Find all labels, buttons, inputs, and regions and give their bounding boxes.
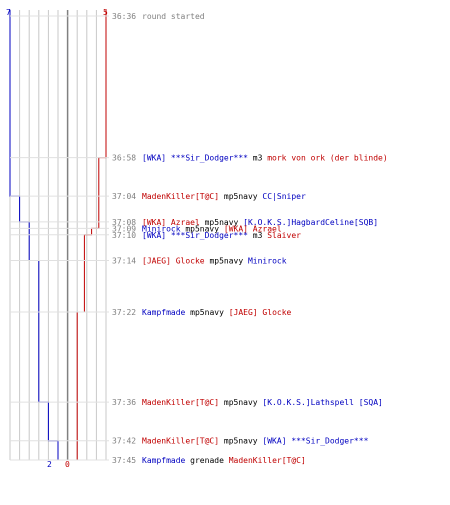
event-text-part: MadenKiller[T@C] (142, 192, 219, 201)
red-end-count: 0 (65, 460, 70, 469)
event-row: 37:08 [WKA] Azrael mp5navy [K.O.K.S.]Hagb… (10, 218, 378, 227)
event-text: [WKA] ***Sir_Dodger*** m3 Slaiver (142, 231, 301, 240)
event-text: MadenKiller[T@C] mp5navy CC|Sniper (142, 192, 306, 201)
event-text: [JAEG] Glocke mp5navy Minirock (142, 257, 287, 266)
event-text: round started (142, 12, 205, 21)
event-row: 37:22 Kampfmade mp5navy [JAEG] Glocke (10, 308, 292, 317)
blue-start-count: 7 (6, 8, 11, 17)
event-text-part: mp5navy (205, 257, 248, 266)
event-text-part: mp5navy (181, 224, 224, 233)
event-time: 37:08 (112, 218, 136, 227)
event-text: [WKA] Azrael mp5navy [K.O.K.S.]HagbardCe… (142, 218, 378, 227)
event-row: 37:45 Kampfmade grenade MadenKiller[T@C] (10, 456, 306, 465)
event-text-part: grenade (185, 456, 228, 465)
event-text-part: MadenKiller[T@C] (142, 398, 219, 407)
event-row: 37:04 MadenKiller[T@C] mp5navy CC|Sniper (10, 192, 306, 201)
event-text-part: [WKA] Azrael (224, 224, 282, 233)
event-time: 37:04 (112, 192, 136, 201)
event-text-part: mp5navy (219, 192, 262, 201)
event-text-part: [JAEG] Glocke (229, 308, 292, 317)
event-time: 37:22 (112, 308, 136, 317)
event-text-part: [WKA] ***Sir_Dodger*** (262, 437, 368, 446)
event-text-part: m3 (248, 154, 267, 163)
event-text-part: [WKA] Azrael (142, 218, 200, 227)
event-text-part: [WKA] ***Sir_Dodger*** (142, 154, 248, 163)
event-text: Kampfmade grenade MadenKiller[T@C] (142, 456, 306, 465)
event-row: 37:10 [WKA] ***Sir_Dodger*** m3 Slaiver (10, 231, 301, 240)
event-text-part: mp5navy (219, 398, 262, 407)
event-text: MadenKiller[T@C] mp5navy [K.O.K.S.]Laths… (142, 398, 383, 407)
red-start-count: 5 (103, 8, 108, 17)
event-text-part: Slaiver (267, 231, 301, 240)
event-time: 37:45 (112, 456, 136, 465)
event-time: 36:58 (112, 154, 136, 163)
event-text: Kampfmade mp5navy [JAEG] Glocke (142, 308, 292, 317)
event-text-part: Minirock (248, 257, 287, 266)
event-text-part: [JAEG] Glocke (142, 257, 205, 266)
event-text-part: Kampfmade (142, 308, 186, 317)
event-row: 37:36 MadenKiller[T@C] mp5navy [K.O.K.S.]… (10, 398, 383, 407)
event-text-part: MadenKiller[T@C] (142, 437, 219, 446)
event-text-part: mp5navy (185, 308, 228, 317)
blue-end-count: 2 (47, 460, 52, 469)
event-row: 36:58 [WKA] ***Sir_Dodger*** m3 mork von … (10, 154, 388, 163)
event-text: [WKA] ***Sir_Dodger*** m3 mork von ork (… (142, 154, 388, 163)
event-labels: 36:36 round started 36:58 [WKA] ***Sir_Dodg… (10, 12, 388, 465)
event-text-part: mp5navy (200, 218, 243, 227)
event-text: MadenKiller[T@C] mp5navy [WKA] ***Sir_Do… (142, 437, 369, 446)
event-row: 37:09 Minirock mp5navy [WKA] Azrael (10, 224, 282, 233)
event-text-part: MadenKiller[T@C] (229, 456, 306, 465)
event-row: 37:42 MadenKiller[T@C] mp5navy [WKA] ***S… (10, 437, 369, 446)
event-text-part: [WKA] ***Sir_Dodger*** (142, 231, 248, 240)
event-text-part: round started (142, 12, 205, 21)
event-text-part: CC|Sniper (262, 192, 306, 201)
event-text-part: Minirock (142, 224, 181, 233)
event-text: Minirock mp5navy [WKA] Azrael (142, 224, 282, 233)
event-text-part: mp5navy (219, 437, 262, 446)
event-time: 37:36 (112, 398, 136, 407)
event-time: 37:14 (112, 257, 136, 266)
event-text-part: m3 (248, 231, 267, 240)
event-time: 37:10 (112, 231, 136, 240)
event-time: 37:09 (112, 224, 136, 233)
event-text-part: [K.O.K.S.]HagbardCeline[SQB] (243, 218, 378, 227)
event-row: 36:36 round started (10, 12, 205, 21)
event-time: 36:36 (112, 12, 136, 21)
event-text-part: [K.O.K.S.]Lathspell [SQA] (262, 398, 382, 407)
event-text-part: Kampfmade (142, 456, 186, 465)
event-row: 37:14 [JAEG] Glocke mp5navy Minirock (10, 257, 287, 266)
event-text-part: mork von ork (der blinde) (267, 154, 387, 163)
event-time: 37:42 (112, 437, 136, 446)
